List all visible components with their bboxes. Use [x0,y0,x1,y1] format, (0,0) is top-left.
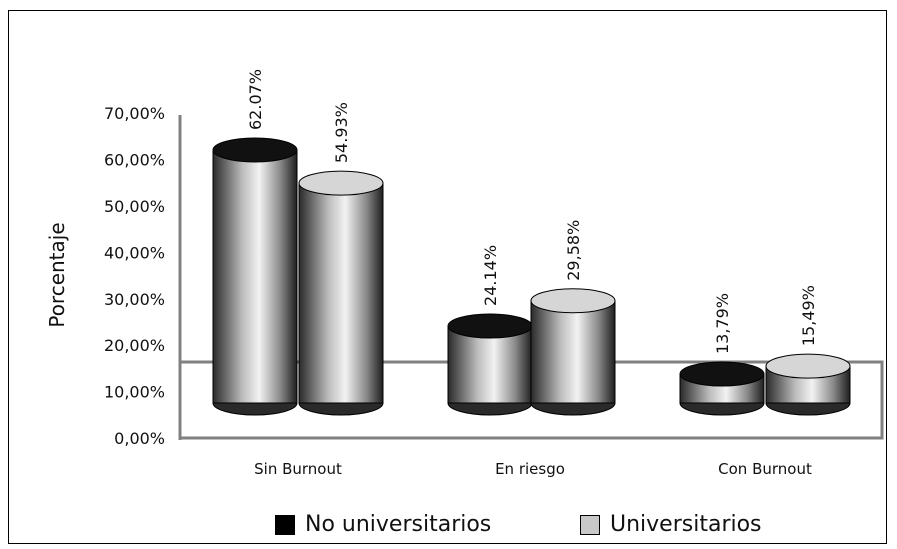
y-tick-label: 0,00% [114,429,165,448]
legend-label-no-universitarios: No universitarios [305,512,492,537]
bar-body [212,149,298,404]
legend-item-universitarios: Universitarios [580,512,762,537]
bar-top [679,361,765,387]
x-category-label: Con Burnout [718,460,812,478]
y-tick-label: 20,00% [104,336,165,355]
x-category-label: Sin Burnout [254,460,342,478]
bar-body [447,325,533,404]
chart-frame [8,10,887,544]
data-label: 13,79% [713,293,732,354]
bar-no-universitarios: 13,79% [679,293,765,416]
bars: 62.07% 24.14% 13,79% 54.93% 29,58% 15,49% [212,69,851,416]
legend-label-universitarios: Universitarios [610,512,762,537]
bar-universitarios: 54.93% [298,102,384,416]
y-tick-label: 40,00% [104,243,165,262]
bar-top [298,170,384,196]
y-tick-label: 10,00% [104,383,165,402]
bar-top [447,313,533,339]
bar-body [530,300,616,404]
legend-item-no-universitarios: No universitarios [275,512,491,537]
bar-top [212,137,298,163]
bar-universitarios: 15,49% [765,285,851,416]
bar-top [765,353,851,379]
y-axis-title: Porcentaje [45,222,69,327]
legend-swatch-no-universitarios [275,514,295,535]
data-label: 54.93% [332,102,351,163]
data-label: 15,49% [799,285,818,346]
y-tick-label: 60,00% [104,151,165,170]
bar-no-universitarios: 24.14% [447,245,533,416]
bar-no-universitarios: 62.07% [212,69,298,416]
y-tick-label: 30,00% [104,290,165,309]
data-label: 29,58% [564,220,583,281]
bar-top [530,288,616,314]
legend-swatch-universitarios [580,514,600,535]
y-tick-label: 50,00% [104,197,165,216]
data-label: 24.14% [481,245,500,306]
data-label: 62.07% [246,69,265,130]
bar-body [298,182,384,404]
bar-universitarios: 29,58% [530,220,616,416]
x-category-label: En riesgo [495,460,565,478]
y-tick-label: 70,00% [104,104,165,123]
